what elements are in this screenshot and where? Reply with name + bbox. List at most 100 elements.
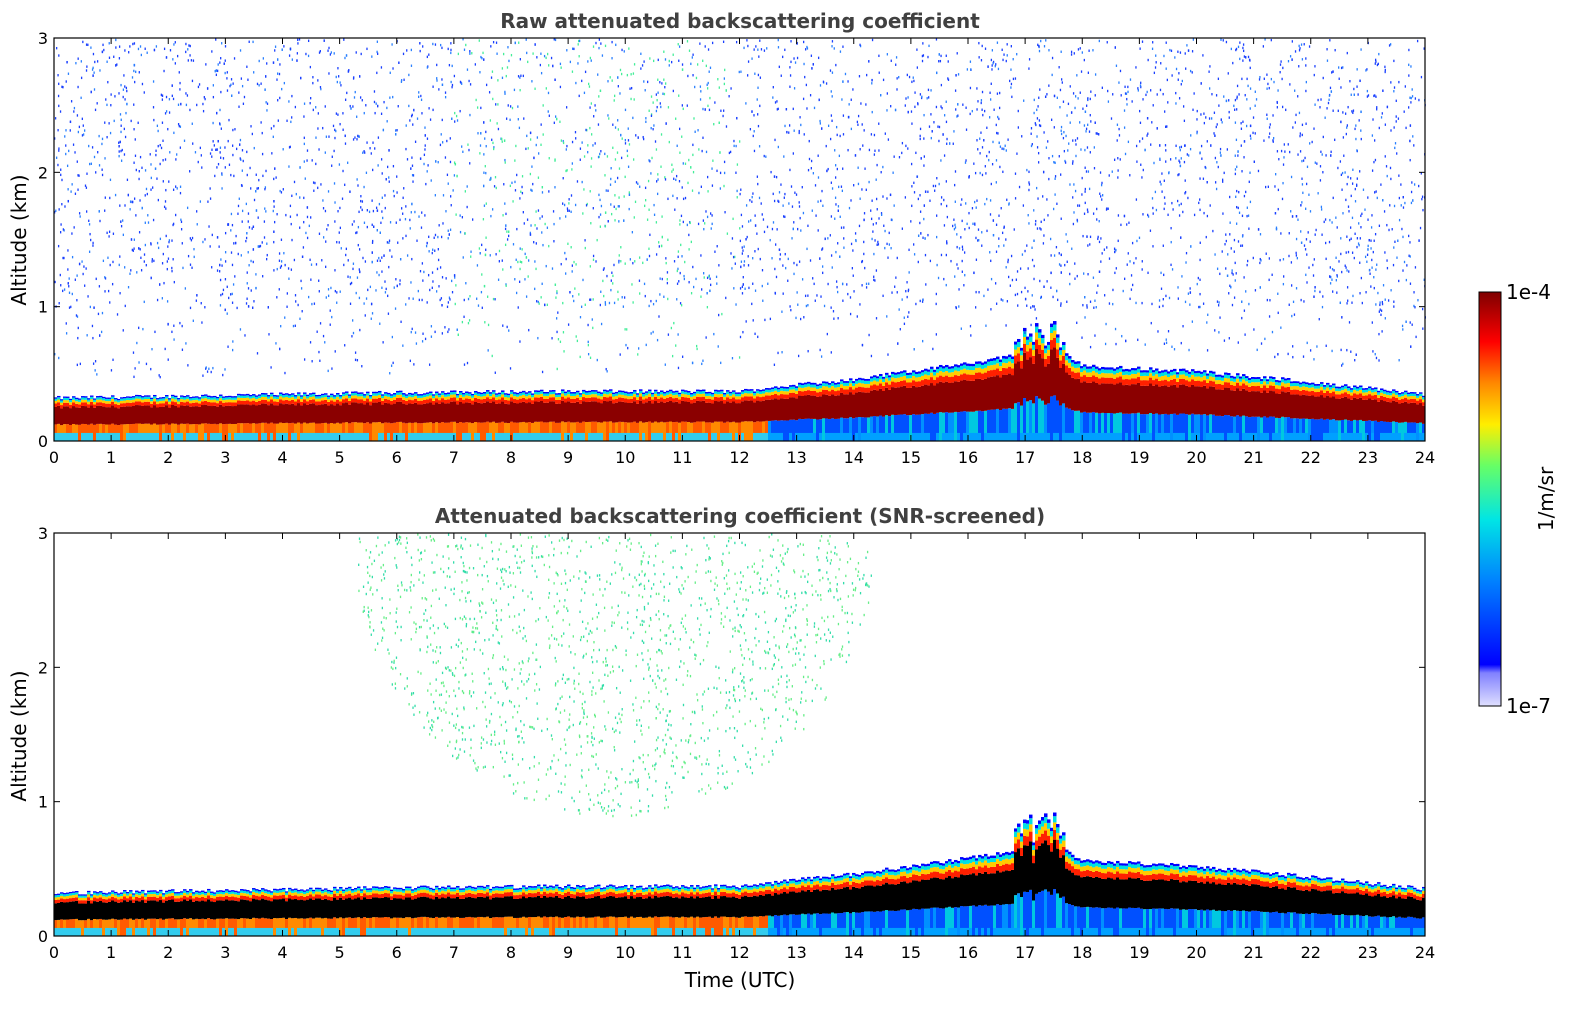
backscatter-core-band (183, 405, 187, 424)
backscatter-transition-band (96, 402, 100, 406)
backscatter-core-band (753, 402, 757, 423)
backscatter-surface-band (84, 432, 88, 441)
backscatter-transition-band (60, 405, 64, 409)
backscatter-core-band (579, 403, 583, 423)
backscatter-low-band (966, 411, 970, 441)
backscatter-core-band (1182, 384, 1186, 414)
backscatter-transition-band (726, 397, 730, 402)
backscatter-transition-band (444, 396, 448, 400)
backscatter-surface-band (465, 432, 469, 441)
noise-speckle (163, 205, 166, 209)
backscatter-transition-band (141, 397, 145, 400)
noise-speckle (1266, 73, 1268, 76)
backscatter-transition-band (1416, 394, 1420, 396)
backscatter-low-band (345, 422, 349, 441)
backscatter-surface-band (534, 432, 538, 441)
noise-speckle (1271, 330, 1274, 334)
noise-speckle (1068, 142, 1070, 145)
backscatter-low-band (849, 417, 853, 441)
backscatter-transition-band (231, 396, 235, 398)
noise-speckle (463, 315, 465, 319)
backscatter-transition-band (516, 392, 520, 395)
backscatter-transition-band (78, 404, 82, 408)
noise-speckle (658, 315, 660, 318)
noise-speckle (1401, 324, 1404, 328)
backscatter-transition-band (546, 398, 550, 403)
backscatter-transition-band (1263, 378, 1267, 382)
noise-speckle (361, 200, 364, 203)
backscatter-surface-band (564, 432, 568, 441)
noise-speckle (1380, 183, 1382, 186)
backscatter-surface-band (1113, 432, 1117, 441)
backscatter-surface-band (801, 432, 805, 441)
backscatter-core-band (1371, 399, 1375, 421)
backscatter-transition-band (690, 394, 694, 397)
backscatter-transition-band (1149, 367, 1153, 370)
backscatter-transition-band (375, 395, 379, 399)
backscatter-transition-band (123, 396, 127, 399)
noise-speckle (1393, 204, 1396, 208)
backscatter-transition-band (222, 400, 226, 403)
noise-speckle (129, 45, 131, 48)
noise-speckle (919, 137, 921, 141)
backscatter-transition-band (171, 398, 175, 402)
backscatter-surface-band (1176, 432, 1180, 441)
noise-speckle (1141, 176, 1143, 179)
backscatter-transition-band (816, 392, 820, 397)
backscatter-core-band (960, 380, 964, 412)
backscatter-transition-band (471, 400, 475, 405)
backscatter-low-band (732, 421, 736, 441)
backscatter-transition-band (438, 393, 442, 395)
backscatter-transition-band (144, 401, 148, 406)
backscatter-low-band (243, 423, 247, 441)
backscatter-surface-band (114, 432, 118, 441)
noise-speckle (315, 162, 317, 166)
backscatter-low-band (348, 423, 352, 441)
backscatter-transition-band (207, 397, 211, 400)
backscatter-transition-band (663, 395, 667, 399)
noise-speckle (807, 294, 809, 297)
backscatter-transition-band (561, 390, 565, 394)
backscatter-transition-band (771, 389, 775, 392)
noise-speckle (438, 88, 440, 91)
noise-speckle (575, 335, 577, 338)
backscatter-surface-band (1116, 432, 1120, 441)
backscatter-transition-band (450, 394, 454, 398)
backscatter-transition-band (1350, 395, 1354, 400)
backscatter-transition-band (1053, 324, 1057, 331)
noise-speckle (78, 125, 81, 129)
noise-speckle (408, 73, 410, 77)
backscatter-transition-band (153, 396, 157, 399)
backscatter-surface-band (240, 432, 244, 441)
noise-speckle (477, 304, 480, 307)
backscatter-transition-band (1182, 368, 1186, 371)
backscatter-low-band (210, 423, 214, 441)
backscatter-transition-band (714, 391, 718, 394)
backscatter-transition-band (1110, 367, 1114, 370)
noise-speckle (268, 333, 270, 336)
noise-speckle (1238, 190, 1240, 194)
backscatter-surface-band (1062, 432, 1066, 441)
noise-speckle (1000, 298, 1002, 301)
backscatter-transition-band (252, 395, 256, 398)
backscatter-surface-band (1164, 432, 1168, 441)
backscatter-surface-band (1323, 432, 1327, 441)
noise-speckle (1079, 121, 1081, 124)
backscatter-transition-band (186, 401, 190, 406)
noise-speckle (1348, 210, 1350, 213)
backscatter-transition-band (1113, 370, 1117, 375)
noise-speckle (749, 127, 752, 131)
noise-speckle (334, 201, 336, 204)
backscatter-transition-band (1263, 376, 1267, 379)
backscatter-transition-band (1344, 384, 1348, 386)
noise-speckle (300, 287, 303, 290)
backscatter-core-band (609, 400, 613, 422)
backscatter-transition-band (543, 395, 547, 399)
noise-speckle (1004, 144, 1006, 147)
noise-speckle (1231, 269, 1233, 272)
noise-speckle (1170, 49, 1173, 52)
noise-speckle (846, 283, 848, 286)
backscatter-transition-band (882, 381, 886, 386)
noise-speckle (116, 63, 118, 66)
backscatter-transition-band (111, 398, 115, 402)
